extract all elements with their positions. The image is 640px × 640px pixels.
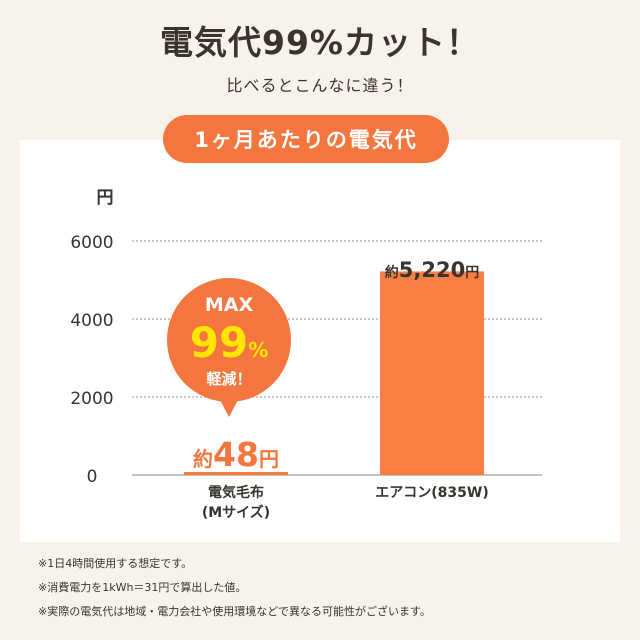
footnote: ※1日4時間使用する想定です。 — [38, 557, 193, 570]
footnote: ※実際の電気代は地域・電力会社や使用環境などで異なる可能性がございます。 — [38, 605, 431, 618]
callout-pointer — [219, 398, 239, 417]
callout-reduction-label: 軽減！ — [206, 370, 251, 388]
footnotes: ※1日4時間使用する想定です。 ※消費電力を1kWh＝31円で算出した値。 ※実… — [38, 552, 618, 624]
callout-max-label: MAX — [205, 294, 254, 316]
chart-title-badge: 1ヶ月あたりの電気代 — [163, 115, 449, 163]
y-tick-label: 6000 — [70, 233, 113, 253]
x-category-label: エアコン(835W) — [375, 485, 488, 501]
callout-bubble — [167, 278, 291, 402]
bar-1 — [184, 472, 288, 475]
y-tick-label: 4000 — [70, 311, 113, 331]
headline: 電気代99%カット！ — [160, 23, 480, 62]
bar-2 — [380, 271, 484, 475]
callout-percent: 99% — [190, 318, 269, 367]
bar-value-label: 約48円 — [193, 435, 279, 474]
x-category-label: 電気毛布 — [208, 484, 264, 501]
y-tick-label: 2000 — [70, 389, 113, 409]
bar-value-label: 約5,220円 — [385, 258, 479, 282]
footnote: ※消費電力を1kWh＝31円で算出した値。 — [38, 581, 247, 594]
y-axis-unit-label: 円 — [97, 188, 114, 208]
y-tick-label: 0 — [87, 467, 98, 487]
x-category-label: (Mサイズ) — [202, 504, 270, 521]
subheadline: 比べるとこんなに違う！ — [226, 76, 414, 95]
